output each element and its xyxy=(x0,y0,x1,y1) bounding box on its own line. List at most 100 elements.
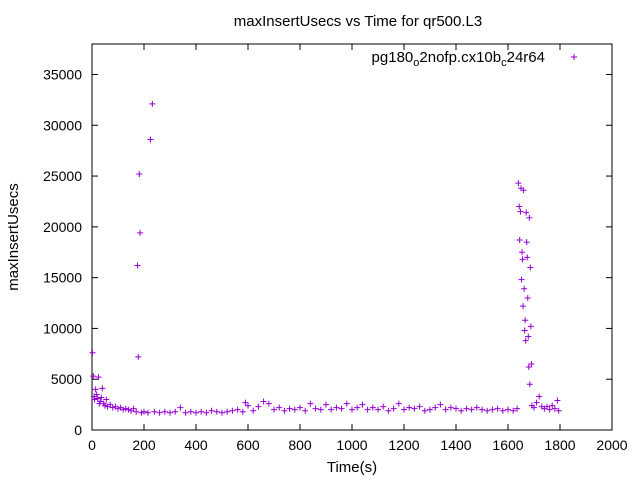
data-point xyxy=(526,214,533,221)
x-tick-label: 0 xyxy=(88,437,96,453)
data-point xyxy=(395,400,402,407)
data-point xyxy=(135,353,142,360)
data-point xyxy=(401,406,407,413)
data-point xyxy=(338,405,345,412)
data-point xyxy=(198,408,205,415)
data-point xyxy=(177,404,184,411)
data-point xyxy=(549,402,556,409)
data-point xyxy=(505,406,511,413)
data-point xyxy=(515,180,522,187)
legend-label: pg180o2nofp.cx10bc24r64 xyxy=(372,49,545,69)
data-point xyxy=(494,405,501,412)
data-point xyxy=(276,404,283,411)
data-point xyxy=(138,409,145,416)
y-tick-label: 30000 xyxy=(43,117,82,133)
data-point xyxy=(523,239,530,246)
data-point xyxy=(167,409,173,416)
data-point xyxy=(120,406,127,413)
data-point xyxy=(144,409,151,416)
data-point xyxy=(281,407,288,414)
data-point xyxy=(149,100,156,107)
data-point xyxy=(406,404,413,411)
x-tick-label: 2000 xyxy=(596,437,627,453)
data-point xyxy=(518,276,525,283)
data-point xyxy=(489,406,496,413)
data-point xyxy=(242,399,249,406)
x-tick-label: 1800 xyxy=(544,437,575,453)
x-tick-label: 200 xyxy=(132,437,156,453)
data-point xyxy=(141,408,147,415)
data-point xyxy=(525,364,532,371)
data-point xyxy=(94,395,101,402)
data-point xyxy=(260,398,267,405)
plot-frame xyxy=(91,43,613,431)
data-point xyxy=(554,397,561,404)
data-point xyxy=(369,404,376,411)
data-point xyxy=(349,406,355,413)
data-point xyxy=(533,399,540,406)
data-point xyxy=(107,401,114,408)
data-point xyxy=(442,406,449,413)
data-point xyxy=(219,409,225,416)
data-point xyxy=(531,404,537,411)
data-point xyxy=(203,409,210,416)
data-point xyxy=(524,294,531,301)
data-point xyxy=(473,404,480,411)
y-tick-label: 15000 xyxy=(43,270,82,286)
data-point xyxy=(307,400,314,407)
data-point xyxy=(255,403,262,410)
data-point xyxy=(95,374,102,381)
data-point xyxy=(527,264,534,271)
data-point xyxy=(213,408,220,415)
legend: pg180o2nofp.cx10bc24r64 xyxy=(372,49,577,69)
data-point xyxy=(102,402,108,409)
data-point xyxy=(499,407,506,414)
data-point xyxy=(555,407,562,414)
data-point xyxy=(151,408,158,415)
data-point xyxy=(208,407,215,414)
data-point xyxy=(297,404,303,411)
data-point xyxy=(354,404,361,411)
data-point xyxy=(103,396,110,403)
data-point xyxy=(109,404,116,411)
x-tick-label: 800 xyxy=(288,437,312,453)
data-point xyxy=(122,405,129,412)
data-point xyxy=(115,405,121,412)
x-tick-label: 1400 xyxy=(440,437,471,453)
legend-marker xyxy=(571,54,577,60)
data-point xyxy=(161,408,168,415)
data-point xyxy=(229,407,236,414)
data-point xyxy=(137,229,144,236)
data-point xyxy=(182,409,189,416)
y-tick-label: 20000 xyxy=(43,219,82,235)
x-tick-label: 1600 xyxy=(492,437,523,453)
data-point xyxy=(528,360,535,367)
data-point xyxy=(130,405,137,412)
data-point xyxy=(291,406,298,413)
data-point xyxy=(359,401,366,408)
data-point xyxy=(484,407,491,414)
data-points xyxy=(89,100,562,416)
data-point xyxy=(520,187,527,194)
data-point xyxy=(364,406,371,413)
y-tick-label: 0 xyxy=(74,422,82,438)
data-point xyxy=(544,403,550,410)
data-point xyxy=(521,327,528,334)
data-point xyxy=(234,406,241,413)
data-point xyxy=(416,403,423,410)
y-tick-label: 10000 xyxy=(43,320,82,336)
data-point xyxy=(520,303,527,310)
data-point xyxy=(265,400,272,407)
data-point xyxy=(375,406,381,413)
data-point xyxy=(479,406,485,413)
data-point xyxy=(224,408,231,415)
data-point xyxy=(328,406,335,413)
data-point xyxy=(134,262,141,269)
data-point xyxy=(463,405,470,412)
data-point xyxy=(516,237,523,244)
data-point xyxy=(519,256,526,263)
data-point xyxy=(526,381,533,388)
data-point xyxy=(525,333,532,340)
x-tick-label: 400 xyxy=(184,437,208,453)
data-point xyxy=(524,254,531,261)
